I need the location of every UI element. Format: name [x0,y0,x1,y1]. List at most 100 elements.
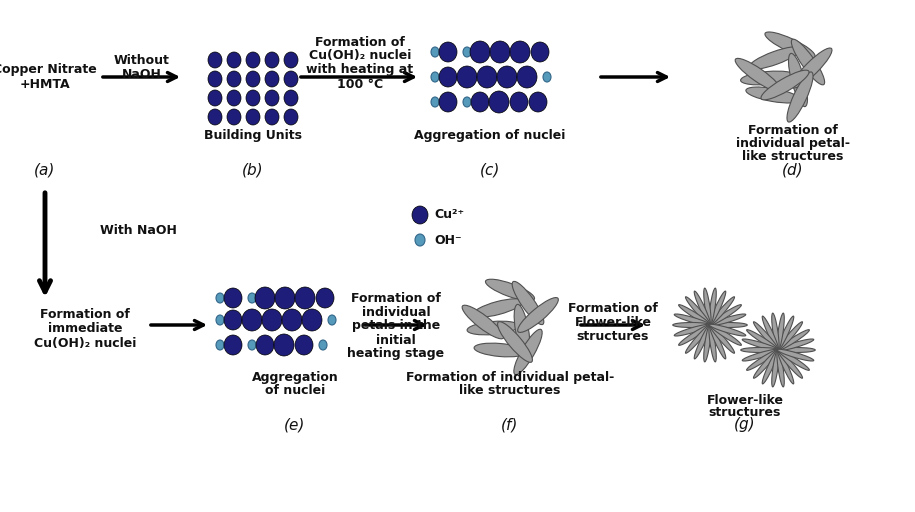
Ellipse shape [246,71,260,87]
Ellipse shape [248,293,256,303]
Ellipse shape [275,287,295,309]
Ellipse shape [742,349,779,361]
Ellipse shape [477,66,497,88]
Ellipse shape [463,97,471,107]
Ellipse shape [787,72,813,122]
Ellipse shape [224,310,242,330]
Ellipse shape [242,309,262,331]
Text: structures: structures [709,407,781,419]
Ellipse shape [295,287,315,309]
Ellipse shape [431,72,439,82]
Ellipse shape [674,324,711,336]
Ellipse shape [467,321,519,335]
Ellipse shape [709,325,741,346]
Ellipse shape [778,349,794,384]
Ellipse shape [227,90,241,106]
Text: Copper Nitrate: Copper Nitrate [0,63,97,76]
Ellipse shape [771,313,779,351]
Ellipse shape [747,349,779,370]
Text: (f): (f) [501,417,519,433]
Ellipse shape [246,109,260,125]
Ellipse shape [510,92,528,112]
Ellipse shape [246,90,260,106]
Ellipse shape [789,53,808,106]
Ellipse shape [255,287,275,309]
Ellipse shape [709,297,735,326]
Ellipse shape [529,92,547,112]
Ellipse shape [709,305,741,326]
Ellipse shape [284,52,298,68]
Text: With NaOH: With NaOH [100,224,177,237]
Ellipse shape [749,47,801,69]
Ellipse shape [791,39,824,85]
Text: individual petal-: individual petal- [736,137,850,150]
Text: Aggregation of nuclei: Aggregation of nuclei [414,129,565,141]
Ellipse shape [777,349,784,387]
Ellipse shape [412,206,428,224]
Text: heating stage: heating stage [348,348,445,360]
Ellipse shape [256,335,274,355]
Text: immediate: immediate [48,323,123,335]
Ellipse shape [709,288,716,326]
Ellipse shape [742,339,779,351]
Ellipse shape [741,348,779,352]
Ellipse shape [765,32,815,58]
Ellipse shape [709,323,748,328]
Ellipse shape [473,299,523,317]
Ellipse shape [746,87,800,103]
Ellipse shape [543,72,551,82]
Ellipse shape [704,324,711,362]
Ellipse shape [463,47,471,57]
Ellipse shape [216,340,224,350]
Text: (c): (c) [479,162,501,178]
Ellipse shape [284,109,298,125]
Ellipse shape [709,324,746,336]
Ellipse shape [497,66,517,88]
Text: (d): (d) [782,162,803,178]
Text: initial: initial [376,333,416,347]
Ellipse shape [694,324,711,359]
Text: with heating at: with heating at [307,63,414,76]
Ellipse shape [265,52,279,68]
Ellipse shape [518,297,558,332]
Text: OH⁻: OH⁻ [434,233,462,246]
Text: Building Units: Building Units [204,129,302,141]
Ellipse shape [735,58,780,92]
Ellipse shape [208,52,222,68]
Ellipse shape [709,291,726,326]
Text: (g): (g) [734,417,756,433]
Text: Cu(OH)₂ nuclei: Cu(OH)₂ nuclei [34,336,136,350]
Ellipse shape [471,92,489,112]
Ellipse shape [431,47,439,57]
Ellipse shape [777,349,813,361]
Ellipse shape [709,324,735,353]
Ellipse shape [747,330,779,351]
Ellipse shape [486,279,534,301]
Ellipse shape [462,305,504,339]
Ellipse shape [514,304,530,356]
Ellipse shape [778,349,802,378]
Ellipse shape [517,66,537,88]
Text: Aggregation: Aggregation [252,372,339,385]
Text: structures: structures [576,330,649,343]
Ellipse shape [709,324,716,362]
Ellipse shape [777,313,784,351]
Ellipse shape [457,66,477,88]
Ellipse shape [224,288,242,308]
Ellipse shape [490,41,510,63]
Ellipse shape [512,282,544,325]
Ellipse shape [679,325,711,346]
Ellipse shape [674,314,711,326]
Ellipse shape [531,42,549,62]
Text: petals in the: petals in the [352,319,440,332]
Ellipse shape [208,90,222,106]
Ellipse shape [679,305,711,326]
Ellipse shape [740,71,795,85]
Text: +HMTA: +HMTA [20,77,70,91]
Text: of nuclei: of nuclei [264,385,325,397]
Ellipse shape [762,316,779,351]
Text: Formation of: Formation of [748,123,838,137]
Text: Cu²⁺: Cu²⁺ [434,208,464,222]
Text: Formation of: Formation of [568,302,658,314]
Ellipse shape [753,349,779,378]
